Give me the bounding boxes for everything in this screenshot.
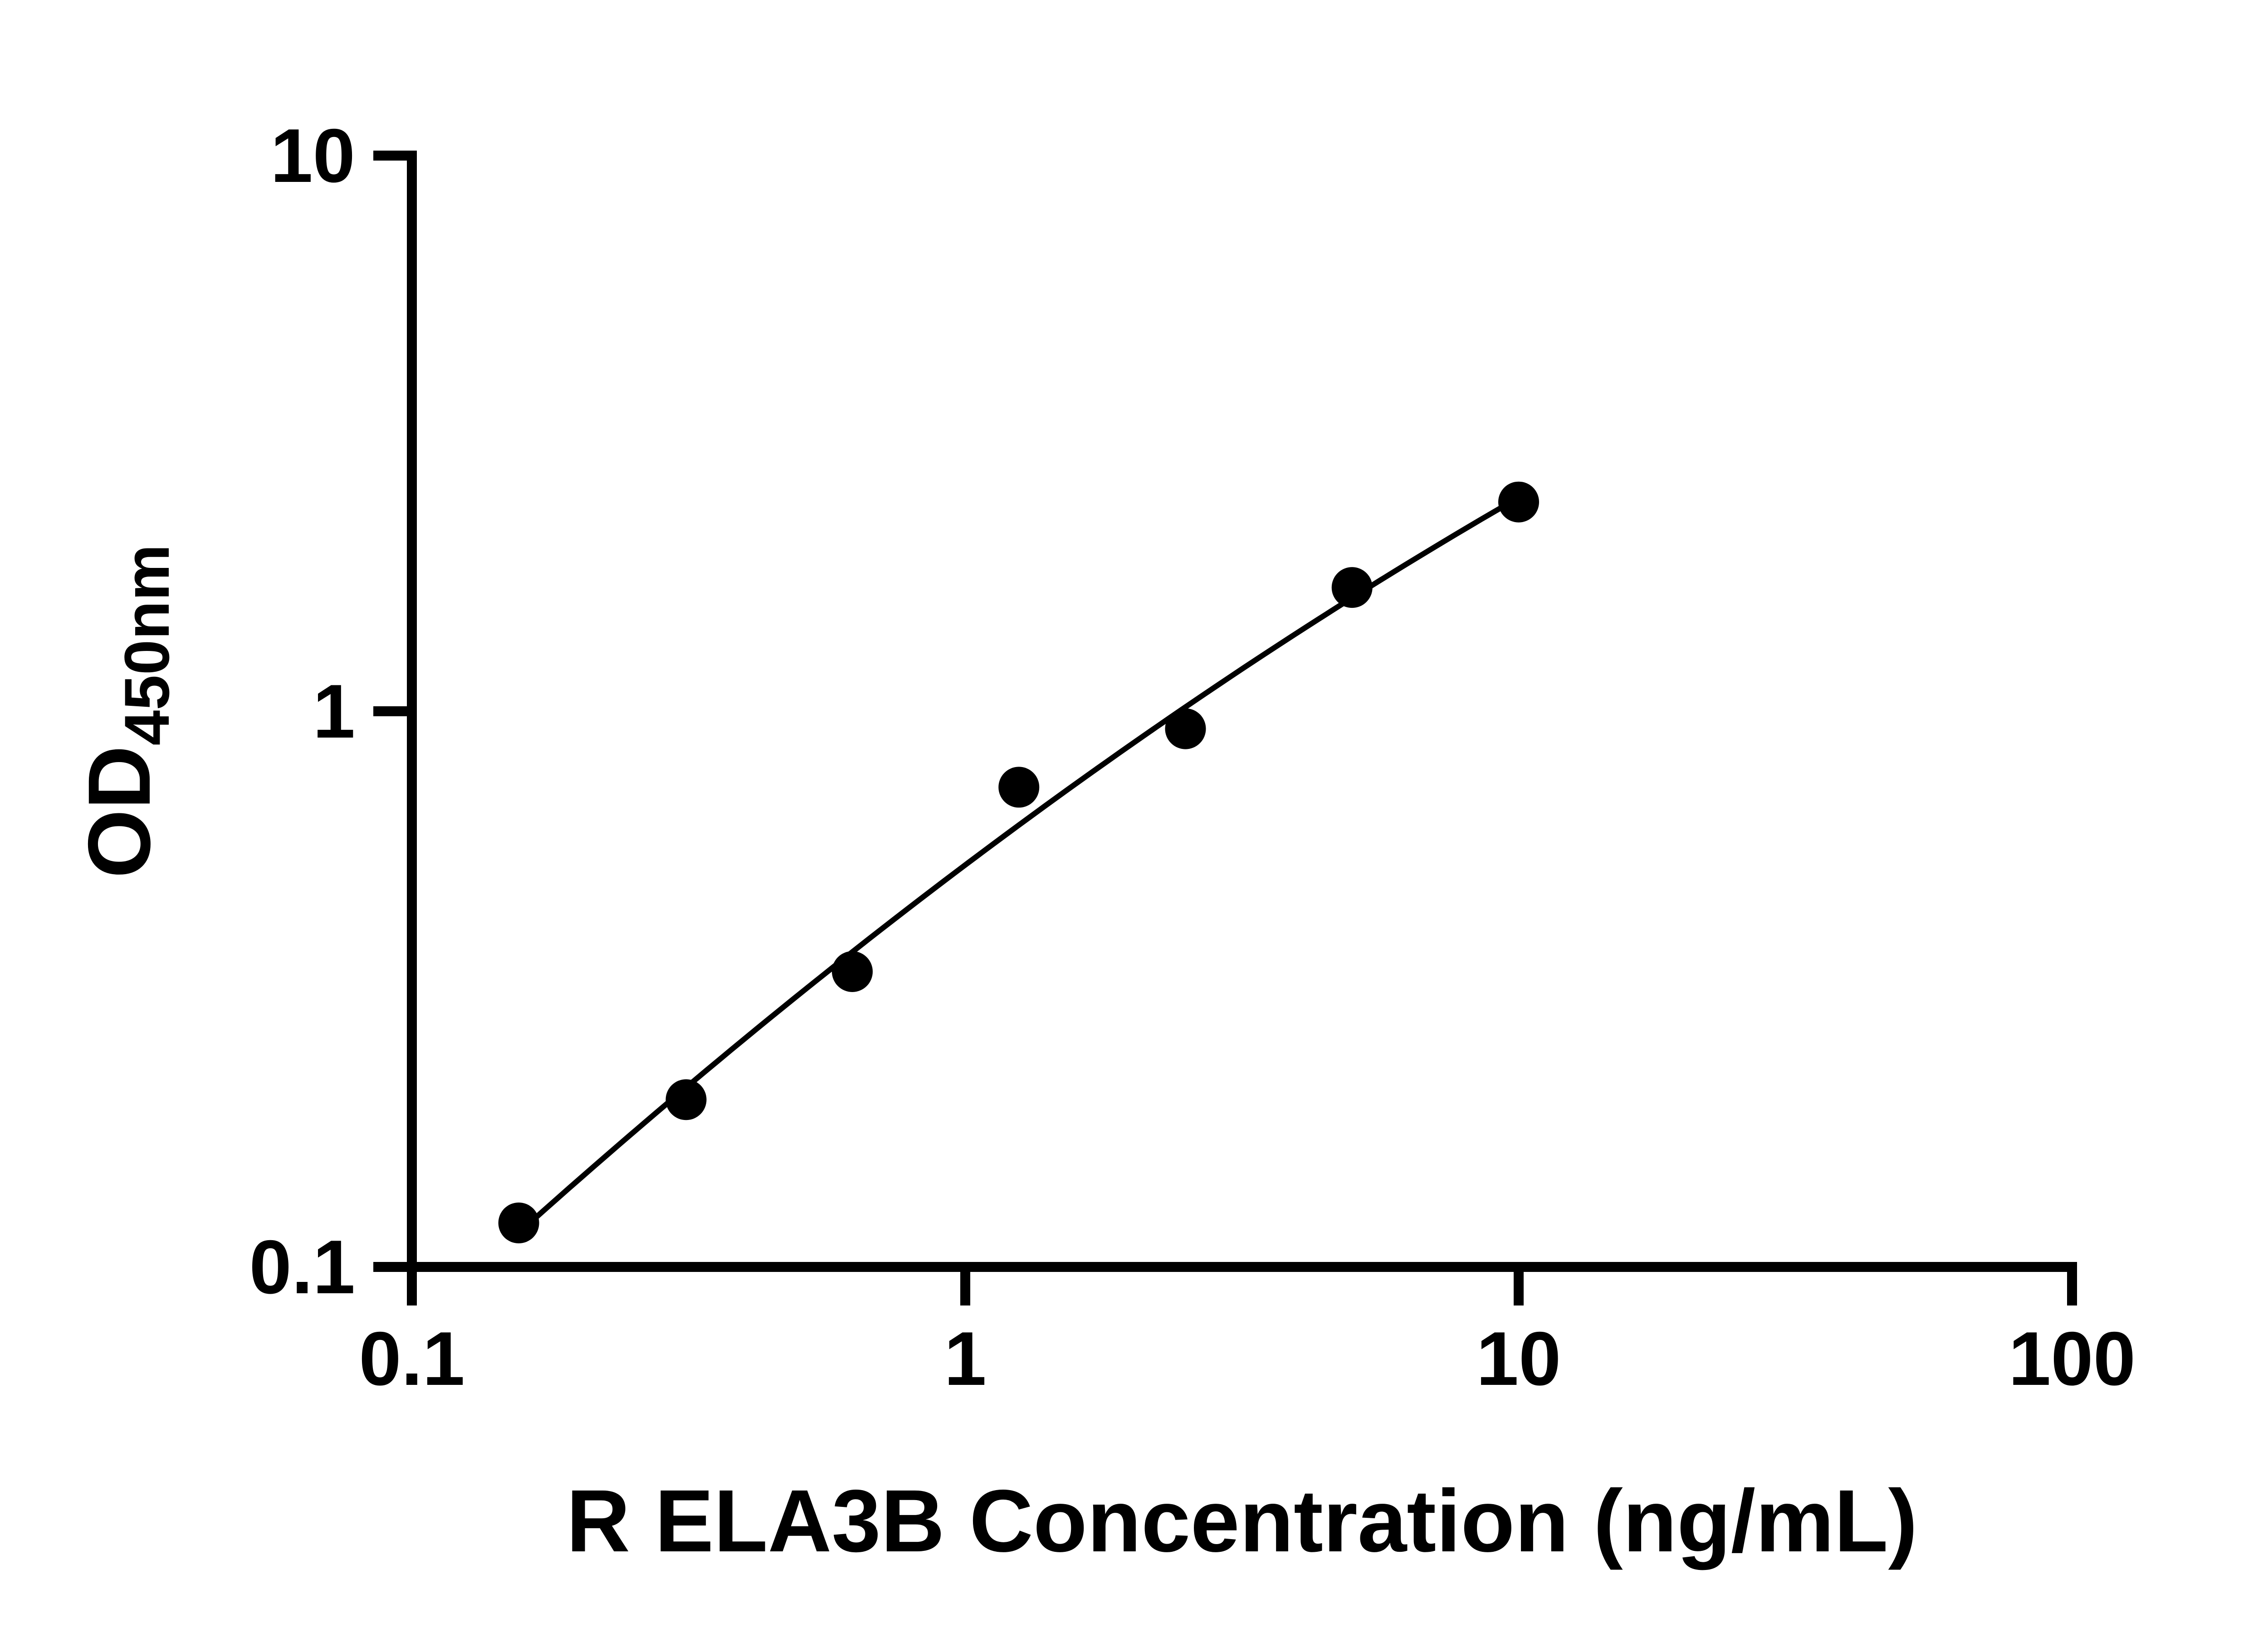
y-axis-title-main: OD (70, 746, 169, 879)
data-point (665, 1079, 707, 1120)
data-point (498, 1203, 539, 1244)
fit-curve (516, 494, 1521, 1236)
y-axis-title-subscript: 450nm (111, 544, 182, 746)
data-point (998, 767, 1040, 808)
data-point (1498, 481, 1539, 523)
plot-layer: 0.1 1 10 100 0.1 1 10 (249, 113, 2136, 1401)
x-tick-label: 0.1 (359, 1316, 465, 1401)
x-tick-label: 10 (1476, 1316, 1561, 1401)
y-tick-label: 10 (270, 113, 355, 198)
data-point (831, 951, 873, 992)
data-point (1331, 567, 1373, 608)
y-tick-label: 0.1 (249, 1224, 355, 1310)
x-tick-label: 1 (944, 1316, 986, 1401)
x-tick-label: 100 (2009, 1316, 2136, 1401)
data-point (1165, 708, 1206, 749)
y-tick-label: 1 (313, 669, 355, 754)
x-axis-title: R ELA3B Concentration (ng/mL) (566, 1472, 1917, 1570)
y-axis-title: OD450nm (70, 544, 182, 878)
